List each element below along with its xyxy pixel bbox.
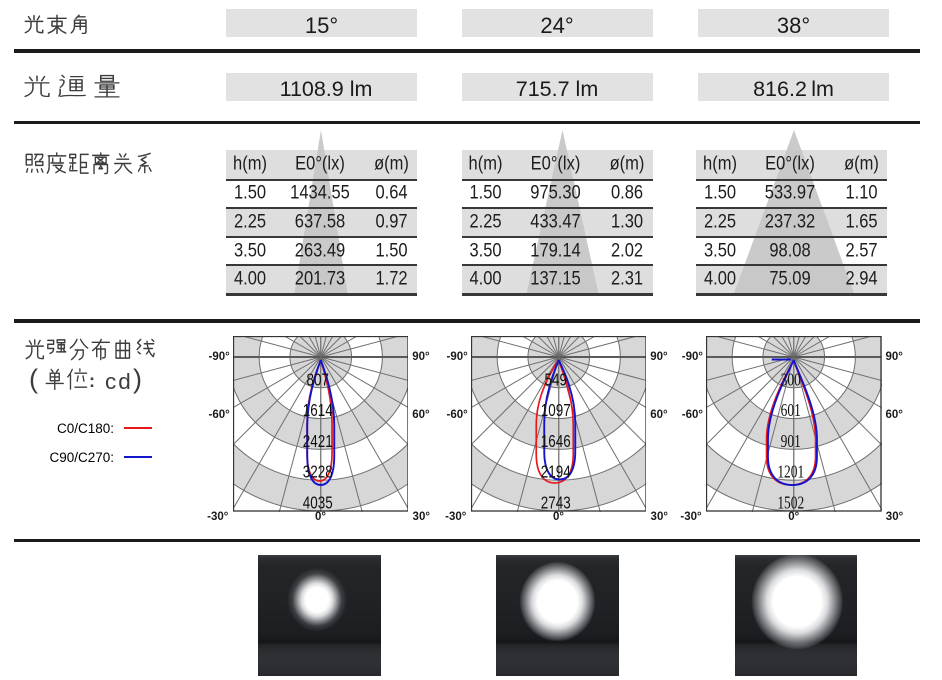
svg-text:807: 807: [306, 371, 328, 390]
svg-text:1201: 1201: [777, 463, 804, 482]
svg-text:2194: 2194: [541, 463, 571, 482]
svg-text:601: 601: [781, 401, 801, 420]
svg-text:549: 549: [544, 371, 567, 390]
svg-text:2421: 2421: [303, 432, 333, 451]
svg-text:1646: 1646: [541, 432, 571, 451]
svg-text:1097: 1097: [541, 401, 571, 420]
svg-text:901: 901: [781, 432, 801, 451]
svg-text:3228: 3228: [303, 463, 333, 482]
svg-text:300: 300: [781, 371, 801, 390]
svg-text:2743: 2743: [541, 494, 571, 512]
svg-text:1614: 1614: [303, 401, 333, 420]
svg-text:1502: 1502: [777, 494, 804, 512]
svg-text:4035: 4035: [303, 494, 333, 512]
